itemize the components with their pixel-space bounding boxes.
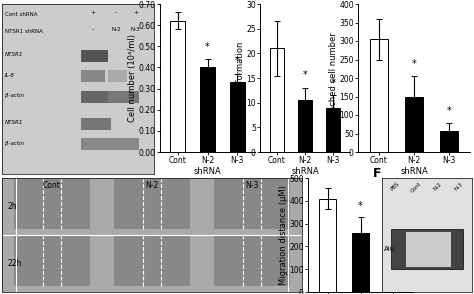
FancyBboxPatch shape — [14, 179, 90, 229]
FancyBboxPatch shape — [81, 118, 111, 130]
FancyBboxPatch shape — [14, 236, 90, 286]
FancyBboxPatch shape — [81, 70, 105, 82]
Text: *: * — [447, 106, 451, 116]
FancyBboxPatch shape — [114, 179, 190, 229]
Bar — [170, 21, 185, 152]
Text: +: + — [91, 10, 96, 15]
Bar — [440, 131, 458, 152]
FancyBboxPatch shape — [109, 91, 139, 103]
X-axis label: shRNA: shRNA — [400, 167, 428, 176]
Text: *: * — [302, 71, 307, 81]
Bar — [370, 39, 388, 152]
Text: B: B — [131, 0, 141, 2]
Text: 22h: 22h — [8, 259, 22, 268]
FancyBboxPatch shape — [81, 138, 109, 150]
Text: *: * — [331, 78, 336, 88]
Text: N-2: N-2 — [111, 27, 121, 32]
Bar — [230, 82, 245, 152]
Y-axis label: Attached cell number: Attached cell number — [329, 33, 338, 123]
Text: N-2: N-2 — [433, 181, 443, 192]
X-axis label: shRNA: shRNA — [291, 167, 319, 176]
FancyBboxPatch shape — [391, 229, 463, 269]
Text: IL-8: IL-8 — [5, 73, 15, 78]
Text: *: * — [205, 41, 210, 51]
Text: 2h: 2h — [8, 202, 18, 211]
FancyBboxPatch shape — [214, 236, 290, 286]
Text: N-3: N-3 — [246, 181, 259, 191]
FancyBboxPatch shape — [109, 138, 139, 150]
Text: Alu: Alu — [384, 246, 395, 252]
Bar — [352, 233, 369, 292]
Y-axis label: Colony formation: Colony formation — [236, 42, 245, 114]
FancyBboxPatch shape — [114, 236, 190, 286]
Text: NTSR1: NTSR1 — [5, 121, 23, 126]
Text: β-actin: β-actin — [5, 141, 24, 146]
FancyBboxPatch shape — [214, 179, 290, 229]
FancyBboxPatch shape — [406, 232, 451, 267]
Text: β-actin: β-actin — [5, 93, 24, 98]
Text: F: F — [373, 167, 382, 180]
Text: *: * — [411, 59, 416, 69]
Y-axis label: Cell number (10⁴/ml): Cell number (10⁴/ml) — [128, 34, 137, 122]
Text: Cont: Cont — [410, 181, 422, 194]
Bar — [385, 246, 401, 292]
FancyBboxPatch shape — [81, 50, 109, 62]
Bar — [270, 49, 284, 152]
Text: *: * — [235, 56, 239, 66]
Text: Cont: Cont — [43, 181, 61, 191]
Text: *: * — [391, 224, 396, 234]
FancyBboxPatch shape — [109, 70, 127, 82]
Text: D: D — [324, 0, 335, 2]
Text: -: - — [92, 27, 94, 32]
Text: +: + — [133, 10, 138, 15]
Bar — [298, 100, 312, 152]
Text: -: - — [115, 10, 117, 15]
Text: C: C — [233, 0, 242, 2]
Bar — [326, 108, 340, 152]
Y-axis label: Migration distance (μM): Migration distance (μM) — [279, 185, 288, 285]
Text: N-3: N-3 — [131, 27, 141, 32]
Bar — [200, 67, 215, 152]
Text: Cont shRNA: Cont shRNA — [5, 12, 37, 17]
Text: NTSR1: NTSR1 — [5, 53, 23, 58]
Text: NTSR1 shRNA: NTSR1 shRNA — [5, 29, 43, 34]
Bar — [405, 96, 423, 152]
Text: N-3: N-3 — [453, 181, 464, 192]
Text: *: * — [358, 201, 363, 211]
FancyBboxPatch shape — [81, 91, 109, 103]
Text: N-2: N-2 — [146, 181, 159, 191]
X-axis label: shRNA: shRNA — [193, 167, 221, 176]
Text: PBS: PBS — [390, 181, 401, 192]
Bar — [319, 198, 336, 292]
